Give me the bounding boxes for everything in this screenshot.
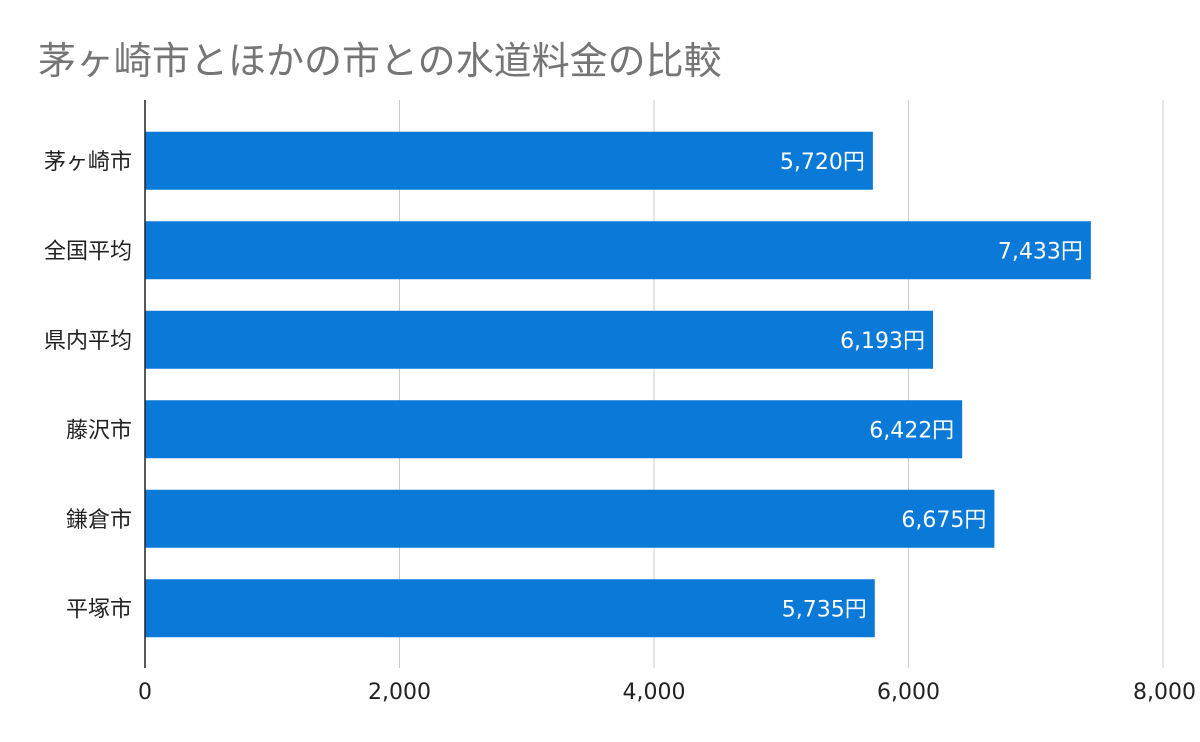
x-tick-label: 0 bbox=[138, 680, 152, 705]
bar bbox=[145, 400, 963, 459]
category-label: 藤沢市 bbox=[66, 418, 132, 443]
x-tick-label: 2,000 bbox=[368, 680, 431, 705]
chart-title: 茅ヶ崎市とほかの市との水道料金の比較 bbox=[38, 39, 722, 83]
data-label: 6,675円 bbox=[901, 508, 986, 533]
data-label: 6,422円 bbox=[869, 418, 954, 443]
data-label: 6,193円 bbox=[840, 329, 925, 354]
data-label: 7,433円 bbox=[998, 239, 1083, 264]
x-tick-label: 4,000 bbox=[623, 680, 686, 705]
category-label: 全国平均 bbox=[44, 239, 132, 264]
category-label: 県内平均 bbox=[44, 329, 132, 354]
x-tick-label: 8,000 bbox=[1133, 680, 1196, 705]
bar bbox=[145, 221, 1091, 280]
category-label: 平塚市 bbox=[66, 597, 132, 622]
bar bbox=[145, 131, 873, 190]
category-label: 鎌倉市 bbox=[66, 508, 132, 533]
bar bbox=[145, 579, 875, 638]
data-label: 5,720円 bbox=[780, 150, 865, 175]
bar bbox=[145, 489, 995, 548]
bar bbox=[145, 310, 934, 369]
x-tick-label: 6,000 bbox=[877, 680, 940, 705]
category-label: 茅ヶ崎市 bbox=[44, 150, 132, 175]
data-label: 5,735円 bbox=[782, 597, 867, 622]
